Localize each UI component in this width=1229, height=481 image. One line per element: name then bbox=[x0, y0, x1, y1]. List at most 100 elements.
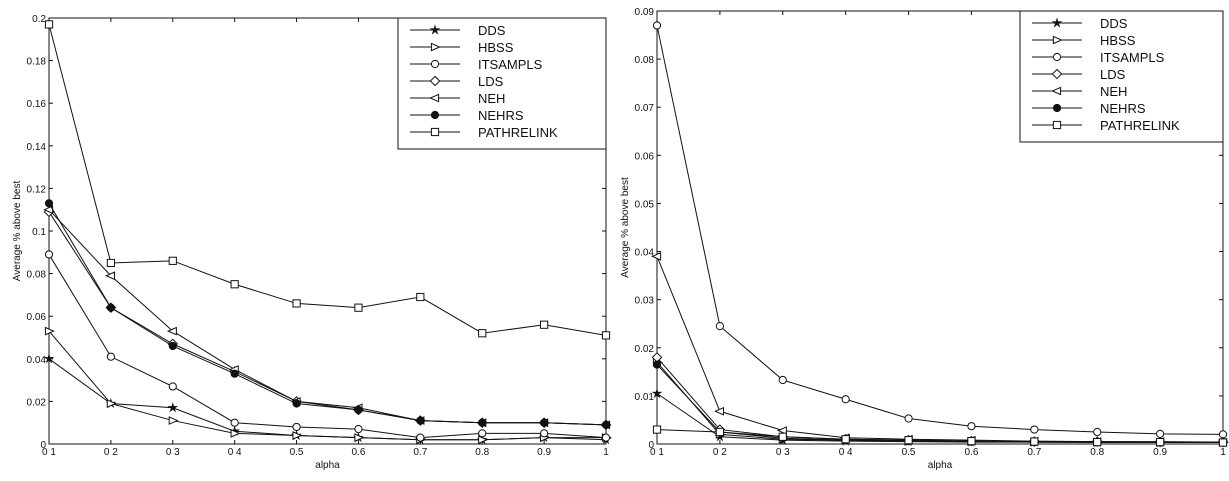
series-pathrelink bbox=[652, 425, 1228, 447]
x-tick-label: 0 2 bbox=[713, 447, 727, 458]
data-point bbox=[354, 433, 365, 442]
data-point bbox=[651, 252, 662, 261]
data-point bbox=[168, 341, 177, 351]
y-tick-label: 0.02 bbox=[635, 344, 655, 355]
legend-label: NEH bbox=[1100, 84, 1127, 99]
y-tick-label: 0.06 bbox=[27, 312, 47, 323]
data-point bbox=[230, 418, 239, 427]
data-point bbox=[166, 326, 177, 336]
data-point bbox=[1156, 429, 1165, 438]
x-tick-label: 0.6 bbox=[351, 447, 365, 458]
data-point bbox=[106, 303, 115, 312]
series-pathrelink bbox=[44, 20, 611, 340]
data-point bbox=[292, 422, 301, 432]
data-point bbox=[168, 256, 177, 265]
legend-label: LDS bbox=[478, 74, 504, 89]
legend: DDS HBSS ITSAMPLS LDS NEH NEHRS PATHRELINK bbox=[1019, 10, 1224, 143]
data-point bbox=[106, 399, 117, 408]
legend-label: NEH bbox=[478, 91, 505, 106]
legend-marker bbox=[1052, 103, 1062, 113]
x-tick-label: 0 1 bbox=[42, 447, 56, 458]
data-point bbox=[168, 416, 179, 425]
y-tick-label: 0.04 bbox=[635, 248, 655, 259]
x-tick-label: 0 4 bbox=[839, 447, 853, 458]
x-tick-label: 0.9 bbox=[537, 447, 551, 458]
data-point bbox=[292, 431, 303, 440]
data-point bbox=[601, 331, 611, 340]
data-point bbox=[44, 250, 54, 259]
data-point bbox=[1093, 437, 1102, 447]
x-tick-label: 0 3 bbox=[776, 447, 790, 458]
data-point bbox=[601, 420, 611, 429]
x-tick-label: 0.7 bbox=[1027, 447, 1041, 458]
y-tick-label: 0.08 bbox=[635, 55, 655, 66]
x-tick-label: 0 2 bbox=[104, 447, 118, 458]
legend-label: PATHRELINK bbox=[1100, 118, 1180, 133]
x-tick-label: 0 1 bbox=[650, 447, 664, 458]
data-point bbox=[292, 399, 301, 408]
series-line bbox=[48, 330, 606, 441]
data-point bbox=[776, 426, 787, 435]
y-axis-label: Average % above best bbox=[12, 181, 23, 282]
series-line bbox=[656, 429, 1224, 444]
data-point bbox=[292, 299, 301, 308]
data-point bbox=[106, 258, 115, 268]
data-point bbox=[601, 433, 611, 442]
data-point bbox=[540, 320, 549, 329]
chart-left: 0 1 0 2 0 3 0 4 0.5 0.6 0.7 0.8 0.9 1 0.2 0.18 0.16 0… bbox=[12, 14, 612, 471]
series-line bbox=[48, 203, 607, 426]
x-tick-label: 1 bbox=[603, 447, 609, 458]
series-line bbox=[48, 254, 607, 439]
data-point bbox=[44, 199, 54, 208]
legend-label: HBSS bbox=[478, 40, 514, 55]
y-tick-label: 0.09 bbox=[635, 7, 655, 18]
data-point bbox=[354, 405, 363, 415]
y-tick-label: 0 bbox=[648, 440, 654, 451]
data-point bbox=[478, 418, 487, 427]
legend-box bbox=[1019, 10, 1224, 143]
legend-marker bbox=[1052, 120, 1062, 130]
x-tick-label: 1 bbox=[1220, 447, 1226, 458]
legend-label: NEHRS bbox=[478, 108, 524, 123]
y-tick-label: 0.1 bbox=[32, 227, 46, 238]
data-point bbox=[841, 435, 850, 444]
y-axis-label: Average % above best bbox=[620, 177, 631, 278]
series-line bbox=[656, 25, 1224, 435]
data-point bbox=[230, 428, 241, 438]
x-axis-label: alpha bbox=[315, 460, 340, 471]
x-tick-label: 0 4 bbox=[228, 447, 242, 458]
data-point bbox=[714, 406, 724, 416]
legend-marker bbox=[430, 42, 441, 52]
legend-marker bbox=[1051, 86, 1062, 96]
series-line bbox=[48, 24, 607, 336]
data-point bbox=[478, 329, 487, 338]
x-tick-label: 0.8 bbox=[475, 447, 489, 458]
data-point bbox=[540, 418, 549, 427]
data-point bbox=[416, 292, 425, 302]
legend-label: NEHRS bbox=[1100, 101, 1146, 116]
legend-marker bbox=[430, 127, 440, 137]
data-point bbox=[230, 369, 239, 378]
data-point bbox=[230, 280, 239, 289]
data-point bbox=[1156, 437, 1165, 447]
x-tick-label: 0.7 bbox=[413, 447, 427, 458]
x-axis-label: alpha bbox=[928, 460, 953, 471]
data-point bbox=[168, 382, 177, 391]
y-tick-label: 0.07 bbox=[635, 103, 655, 114]
data-point bbox=[651, 387, 663, 399]
x-tick-label: 0.5 bbox=[902, 447, 916, 458]
y-tick-label: 0.18 bbox=[27, 57, 47, 68]
legend-marker bbox=[1051, 68, 1063, 80]
y-tick-label: 0.2 bbox=[32, 14, 46, 25]
y-tick-label: 0.03 bbox=[635, 296, 655, 307]
legend: DDS HBSS ITSAMPLS LDS NEH NEHRS PATHRELINK bbox=[397, 17, 607, 150]
data-point bbox=[1218, 438, 1228, 447]
data-point bbox=[778, 375, 787, 385]
y-tick-label: 0 bbox=[40, 440, 46, 451]
data-point bbox=[904, 436, 913, 445]
legend-marker bbox=[430, 59, 440, 69]
y-tick-label: 0.01 bbox=[635, 392, 655, 403]
series-itsampls bbox=[652, 21, 1228, 439]
data-point bbox=[1030, 437, 1039, 446]
legend-label: ITSAMPLS bbox=[478, 57, 543, 72]
